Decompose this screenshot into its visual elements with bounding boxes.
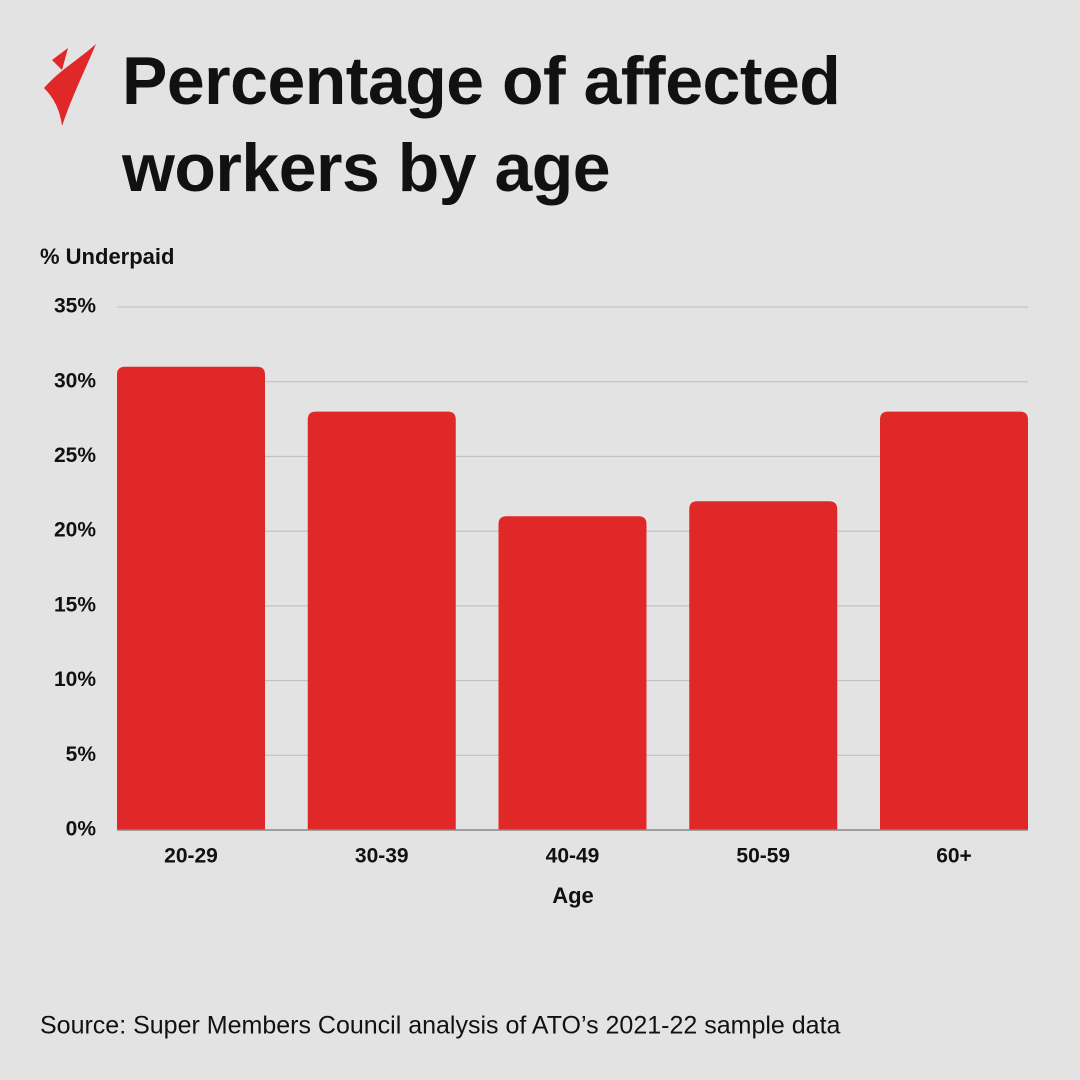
y-tick-label: 20% (54, 519, 96, 542)
bar (689, 501, 838, 830)
bar (880, 411, 1028, 830)
y-tick-label: 15% (54, 593, 96, 616)
x-tick-label: 60+ (936, 845, 972, 868)
x-tick-label: 30-39 (355, 845, 409, 868)
x-tick-label: 40-49 (546, 845, 600, 868)
x-axis-label: Age (552, 883, 594, 908)
y-tick-label: 35% (54, 295, 96, 318)
y-tick-label: 10% (54, 668, 96, 691)
x-tick-label: 50-59 (736, 845, 790, 868)
bar (117, 366, 265, 830)
bar (307, 411, 456, 830)
y-tick-label: 5% (66, 743, 97, 766)
bar (498, 516, 647, 830)
chart-title: Percentage of affected workers by age (122, 43, 841, 206)
logo (44, 44, 96, 126)
y-tick-label: 25% (54, 444, 96, 467)
source: Source: Super Members Council analysis o… (40, 1012, 841, 1040)
x-tick-label: 20-29 (164, 845, 218, 868)
y-tick-label: 0% (66, 818, 97, 841)
y-tick-label: 30% (54, 369, 96, 392)
y-axis-label: % Underpaid (40, 244, 174, 269)
